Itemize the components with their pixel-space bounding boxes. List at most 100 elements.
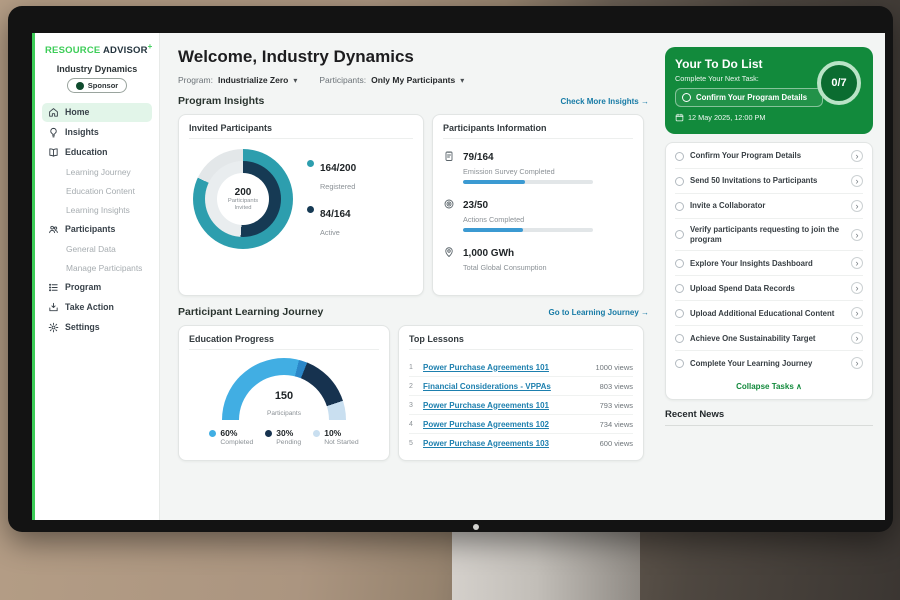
sidebar-item-learning-journey[interactable]: Learning Journey [42, 163, 152, 181]
lesson-link[interactable]: Power Purchase Agreements 101 [423, 362, 549, 372]
go-to-learning-journey-link[interactable]: Go to Learning Journey → [549, 308, 649, 317]
target-icon [443, 197, 455, 209]
stat-value: 79/164 [463, 152, 494, 163]
chevron-right-icon[interactable]: › [851, 282, 863, 295]
todo-task[interactable]: Achieve One Sustainability Target › [675, 326, 863, 352]
checkbox-icon[interactable] [675, 333, 684, 343]
checkbox-icon[interactable] [675, 230, 684, 240]
sidebar-item-insights[interactable]: Insights [42, 123, 152, 142]
sidebar-item-take-action[interactable]: Take Action [42, 298, 152, 317]
sidebar-item-home[interactable]: Home [42, 102, 152, 122]
todo-task[interactable]: Send 50 Invitations to Participants › [675, 169, 863, 194]
sidebar-item-education[interactable]: Education [42, 143, 152, 162]
legend-item: 60% Completed [209, 428, 253, 446]
chevron-right-icon[interactable]: › [851, 200, 863, 212]
chevron-right-icon[interactable]: › [851, 257, 863, 270]
chevron-right-icon[interactable]: › [851, 228, 863, 241]
progress-fill [463, 228, 523, 232]
sidebar-item-learning-insights[interactable]: Learning Insights [42, 201, 152, 219]
todo-task[interactable]: Invite a Collaborator › [675, 194, 863, 219]
monitor-bezel: RESOURCE ADVISOR+ Industry Dynamics Spon… [8, 6, 893, 532]
chevron-down-icon: ▾ [293, 75, 298, 85]
sidebar-item-education-content[interactable]: Education Content [42, 182, 152, 200]
next-task-row[interactable]: Confirm Your Program Details [675, 88, 823, 107]
lesson-link[interactable]: Power Purchase Agreements 101 [423, 400, 549, 410]
lesson-link[interactable]: Financial Considerations - VPPAs [423, 381, 551, 391]
chevron-up-icon: ∧ [796, 382, 802, 392]
program-insights-header: Program Insights Check More Insights → [178, 95, 649, 107]
card-title: Top Lessons [409, 334, 633, 350]
todo-task[interactable]: Verify participants requesting to join t… [675, 219, 863, 252]
gauge-center-label: 150 Participants [222, 390, 346, 420]
participants-dropdown[interactable]: Participants: Only My Participants ▾ [319, 75, 464, 85]
checkbox-icon[interactable] [675, 151, 684, 161]
sponsor-label: Sponsor [87, 81, 119, 91]
legend-label: Not Started [324, 439, 359, 446]
donut-chart: 200 Participants Invited [193, 149, 293, 249]
check-more-insights-link[interactable]: Check More Insights → [561, 97, 649, 106]
arrow-right-icon: → [641, 307, 649, 317]
sidebar-item-program[interactable]: Program [42, 278, 152, 297]
sidebar-item-general-data[interactable]: General Data [42, 240, 152, 258]
task-label: Invite a Collaborator [690, 201, 766, 211]
chevron-right-icon[interactable]: › [851, 175, 863, 187]
checkbox-icon[interactable] [675, 358, 684, 368]
legend-dot [209, 429, 217, 437]
chevron-right-icon[interactable]: › [851, 332, 863, 345]
checkbox-icon[interactable] [675, 176, 684, 186]
lesson-row: 1 Power Purchase Agreements 101 1000 vie… [409, 358, 633, 377]
sidebar-item-participants[interactable]: Participants [42, 220, 152, 239]
task-label: Send 50 Invitations to Participants [690, 176, 818, 186]
lightbulb-icon [48, 127, 59, 138]
lesson-row: 4 Power Purchase Agreements 102 734 view… [409, 415, 633, 434]
filters-row: Program: Industrialize Zero ▾ Participan… [178, 75, 649, 85]
todo-task[interactable]: Complete Your Learning Journey › [675, 351, 863, 375]
arrow-right-icon: → [641, 96, 649, 106]
donut-center-caption: Participants Invited [227, 197, 259, 211]
chevron-right-icon[interactable]: › [851, 307, 863, 320]
invited-participants-card: Invited Participants 200 Participants In… [178, 114, 424, 296]
stat-row: 79/164 Emission Survey Completed [443, 147, 633, 184]
todo-task[interactable]: Confirm Your Program Details › [675, 144, 863, 169]
task-label: Explore Your Insights Dashboard [690, 258, 813, 268]
stat-row: 23/50 Actions Completed [443, 195, 633, 232]
card-title: Education Progress [189, 334, 379, 350]
legend-dot [313, 429, 321, 437]
stat-value: 23/50 [463, 200, 489, 211]
checkbox-icon[interactable] [675, 201, 684, 211]
checkbox-icon[interactable] [682, 93, 691, 102]
todo-task[interactable]: Upload Additional Educational Content › [675, 301, 863, 327]
checkbox-icon[interactable] [675, 258, 684, 268]
book-icon [48, 147, 59, 158]
legend-label: Completed [220, 439, 254, 446]
todo-task[interactable]: Upload Spend Data Records › [675, 276, 863, 302]
list-icon [48, 282, 59, 293]
program-dropdown[interactable]: Program: Industrialize Zero ▾ [178, 75, 297, 85]
sidebar-item-label: Program [65, 282, 102, 293]
gauge-legend: 60% Completed 30% Pending 10% Not Starte… [209, 428, 359, 446]
todo-task[interactable]: Explore Your Insights Dashboard › [675, 251, 863, 277]
page-title: Welcome, Industry Dynamics [178, 47, 414, 66]
todo-header-card: Your To Do List Complete Your Next Task:… [665, 47, 873, 134]
link-label: Check More Insights [560, 96, 639, 106]
task-label: Upload Spend Data Records [690, 283, 795, 293]
sidebar-item-label: Learning Journey [66, 166, 131, 177]
lesson-link[interactable]: Power Purchase Agreements 102 [423, 419, 549, 429]
sponsor-badge[interactable]: Sponsor [66, 78, 128, 94]
collapse-tasks-link[interactable]: Collapse Tasks ∧ [675, 375, 863, 398]
lesson-link[interactable]: Power Purchase Agreements 103 [423, 438, 549, 448]
sidebar-item-label: Education Content [66, 185, 135, 196]
sidebar-item-manage-participants[interactable]: Manage Participants [42, 259, 152, 277]
donut-center-value: 200 [234, 186, 252, 198]
sidebar-item-settings[interactable]: Settings [42, 318, 152, 337]
checkbox-icon[interactable] [675, 283, 684, 293]
lesson-views: 734 views [599, 419, 633, 429]
legend-value: 10% [324, 428, 342, 438]
brand-plus: + [147, 42, 153, 51]
checkbox-icon[interactable] [675, 308, 684, 318]
task-label: Verify participants requesting to join t… [690, 225, 840, 244]
chevron-right-icon[interactable]: › [851, 357, 863, 370]
chevron-right-icon[interactable]: › [851, 150, 863, 162]
education-progress-card: Education Progress 150 Participants [178, 325, 390, 461]
legend-label: Registered [320, 182, 356, 191]
